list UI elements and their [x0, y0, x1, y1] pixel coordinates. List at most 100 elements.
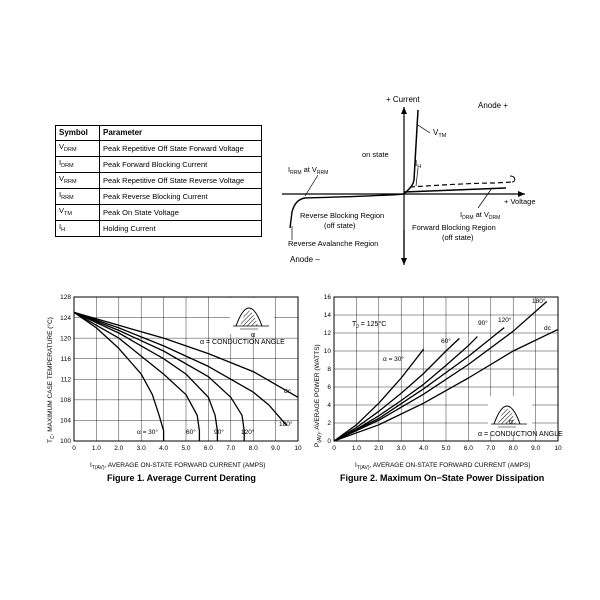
figure1-label-30: α = 30° [137, 428, 158, 436]
figure2-label-120: 120° [498, 316, 512, 324]
figure2-y-tick-label: 12 [324, 330, 332, 337]
figure2-y-tick-label: 16 [324, 294, 332, 301]
figure1-x-axis-label: IT(AV), AVERAGE ON-STATE FORWARD CURRENT… [90, 462, 265, 471]
figure1-inset-alpha: α [251, 332, 255, 339]
forward-offstate-line [403, 187, 507, 193]
anode-minus-label: Anode – [290, 255, 320, 264]
figure1-inset-sine [235, 307, 263, 327]
figure2-y-tick-label: 14 [324, 312, 332, 319]
ih-leader [415, 167, 419, 187]
reverse-blocking-label: Reverse Blocking Region [300, 211, 384, 220]
figure1-conduction-label: α = CONDUCTION ANGLE [200, 339, 285, 346]
figure2-label-30: α = 30° [383, 355, 404, 363]
parameter-cell: Holding Current [99, 220, 262, 237]
figure2-x-tick-label: 6.0 [464, 445, 473, 452]
figure2-series-line-5 [333, 328, 559, 442]
figure1-x-tick-label: 5.0 [181, 445, 190, 452]
figure2-x-tick-label: 4.0 [419, 445, 428, 452]
anode-plus-label: Anode + [478, 101, 508, 110]
on-state-curve [403, 109, 419, 195]
figure1-x-tick-label: 0 [72, 445, 76, 452]
forward-blocking-offstate: (off state) [442, 233, 474, 242]
figure2-label-dc: dc [544, 325, 552, 332]
figure1-series-line-4 [73, 311, 288, 427]
figure1-y-tick-label: 104 [60, 418, 71, 425]
figure1-x-tick-label: 1.0 [92, 445, 101, 452]
figure1-x-tick-label: 6.0 [204, 445, 213, 452]
figure2-y-tick-label: 6 [327, 384, 331, 391]
figure1-y-tick-label: 100 [60, 438, 71, 445]
figure1-y-tick-label: 124 [60, 315, 71, 322]
figure2-series-line-2 [333, 336, 478, 442]
figure1-x-tick-label: 3.0 [137, 445, 146, 452]
figure2-x-tick-label: 1.0 [352, 445, 361, 452]
figure1-y-tick-label: 112 [61, 376, 72, 383]
figure1-label-180: 180° [279, 420, 293, 428]
figure1-x-tick-label: 9.0 [271, 445, 280, 452]
figure2-plot-frame [333, 296, 559, 442]
idrm-label: IDRM at VDRM [460, 210, 500, 221]
figure2-label-180: 180° [532, 297, 546, 305]
figure1-x-tick-label: 8.0 [249, 445, 258, 452]
ih-label: IH [415, 159, 421, 170]
figure1-x-tick-label: 2.0 [114, 445, 123, 452]
figure2-inset-hatch [498, 409, 516, 424]
on-state-label: on state [362, 150, 389, 159]
figure2-inset-sine [493, 405, 521, 425]
figure2-x-tick-label: 10 [554, 445, 562, 452]
figure1-chart: 0 1.0 2.0 3.0 4.0 5.0 6.0 7.0 8.0 9.0 10 100 104 108 1… [60, 294, 302, 452]
table-row: IH Holding Current [55, 220, 262, 237]
figure1-inset-hatch [240, 311, 258, 326]
figure1-plot-frame [73, 296, 299, 442]
figure1-label-60: 60° [186, 428, 196, 436]
figure2-tj-label: TJ = 125°C [352, 320, 386, 330]
figure2-series-line-1 [333, 337, 460, 442]
figure2-x-tick-label: 0 [332, 445, 336, 452]
figure1-series-line-2 [73, 311, 219, 441]
figure2-caption: Figure 2. Maximum On−State Power Dissipa… [340, 473, 545, 483]
forward-blocking-curve [409, 181, 513, 188]
forward-breakover [509, 175, 516, 183]
figure2-y-tick-label: 10 [324, 348, 332, 355]
reverse-avalanche-label: Reverse Avalanche Region [288, 239, 378, 248]
reverse-blocking-offstate: (off state) [324, 221, 356, 230]
figure2-y-tick-label: 0 [327, 438, 331, 445]
figure2-y-tick-label: 2 [327, 420, 331, 427]
figure2-y-axis-label: P(AV), AVERAGE POWER (WATTS) [314, 344, 323, 447]
figure1-series-line-1 [73, 311, 201, 441]
figure1-y-tick-label: 120 [60, 335, 71, 342]
figure1-label-dc: dc [284, 388, 292, 395]
forward-blocking-label: Forward Blocking Region [412, 223, 496, 232]
figure1-series-line-5 [73, 311, 299, 398]
figure2-labels: P(AV), AVERAGE POWER (WATTS) IT(AV), AVE… [314, 297, 563, 471]
figure1-series-line-3 [73, 311, 245, 441]
figure1-label-120: 120° [241, 428, 255, 436]
idrm-leader [477, 187, 493, 209]
figure2-series-line-0 [333, 348, 425, 442]
figure2-x-tick-label: 9.0 [531, 445, 540, 452]
figure2-series-line-4 [333, 301, 548, 442]
figure2-inset-alpha: α [509, 419, 513, 426]
figure2-x-tick-label: 7.0 [486, 445, 495, 452]
figure2-x-tick-label: 8.0 [509, 445, 518, 452]
parameter-table: Symbol Parameter VDRM Peak Repetitive Of… [55, 125, 262, 237]
figure2-label-90: 90° [478, 319, 488, 327]
figure2-x-tick-label: 2.0 [374, 445, 383, 452]
figure1-caption: Figure 1. Average Current Derating [107, 473, 256, 483]
figure2-x-tick-label: 5.0 [441, 445, 450, 452]
plus-voltage-label: + Voltage [504, 197, 536, 206]
figure2-conduction-label: α = CONDUCTION ANGLE [478, 431, 563, 438]
figure1-y-axis-label: TC, MAXIMUM CASE TEMPERATURE (°C) [46, 317, 56, 443]
figure2-chart: 0 1.0 2.0 3.0 4.0 5.0 6.0 7.0 8.0 9.0 10 0 2 4 6 8 10 12 1… [324, 294, 562, 452]
figure2-label-60: 60° [441, 337, 451, 345]
figure2-series-line-3 [333, 327, 505, 442]
figure1-x-tick-label: 10 [294, 445, 302, 452]
figure2-y-tick-label: 4 [327, 402, 331, 409]
figure1-x-tick-label: 4.0 [159, 445, 168, 452]
figure2-y-tick-label: 8 [327, 366, 331, 373]
figure1-y-tick-label: 128 [60, 294, 71, 301]
vi-characteristic-diagram: + Current Anode + VTM on state IH IRRM a… [282, 95, 536, 265]
irrm-leader [304, 174, 319, 197]
figure2-x-tick-label: 3.0 [397, 445, 406, 452]
